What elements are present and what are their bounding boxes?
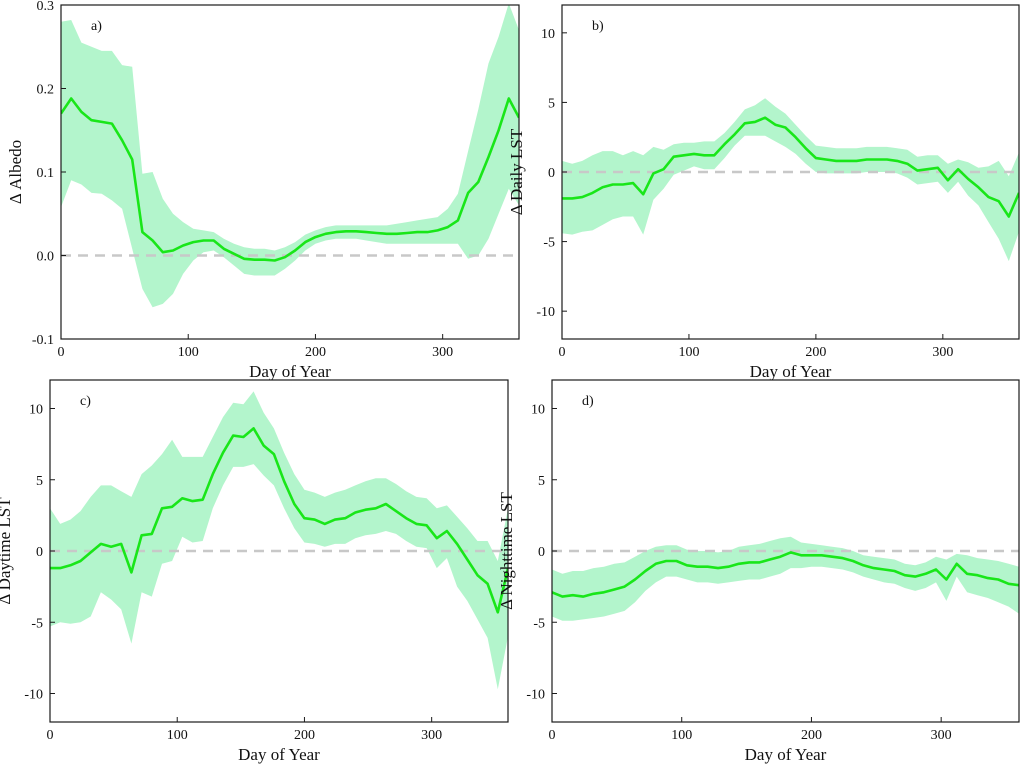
y-tick-label: 0 [36,545,43,560]
y-tick-label: 0 [548,166,555,181]
y-tick-label: 0 [538,545,545,560]
x-axis-label: Day of Year [238,745,320,764]
x-tick-label: 0 [549,728,556,743]
y-tick-label: 0.2 [37,83,55,98]
x-tick-label: 0 [559,345,566,360]
x-tick-label: 100 [671,728,692,743]
y-axis-label: Δ Albedo [6,140,25,204]
x-tick-label: 200 [294,728,315,743]
panel-label: a) [91,19,102,34]
x-axis-label: Day of Year [249,362,331,381]
panel-d: 0 100 200 300 -10 -5 0 5 10 Day of Year Δ Nighttim… [497,379,1020,764]
y-tick-label: -5 [533,616,545,631]
x-tick-label: 300 [421,728,442,743]
x-tick-label: 200 [801,728,822,743]
plot-area [552,536,1019,621]
x-tick-label: 0 [47,728,54,743]
y-tick-label: -10 [24,688,43,703]
uncertainty-band [50,391,508,690]
x-tick-label: 100 [678,345,699,360]
mean-line [552,551,1019,598]
panel-label: c) [80,394,91,409]
x-tick-label: 300 [432,345,453,360]
y-tick-label: 10 [29,403,43,418]
plot-area [61,5,519,308]
y-tick-label: -10 [536,305,555,320]
x-tick-label: 100 [167,728,188,743]
uncertainty-band [61,5,519,308]
y-tick-label: 10 [531,403,545,418]
y-axis-label: Δ Daily LST [507,128,526,215]
mean-line [562,116,1019,218]
y-tick-label: 5 [538,474,545,489]
y-tick-label: 5 [548,96,555,111]
plot-area [50,391,508,690]
y-tick-label: 0.1 [37,166,55,181]
x-axis-label: Day of Year [750,362,832,381]
y-tick-label: -0.1 [32,333,54,348]
y-tick-label: 10 [541,27,555,42]
y-tick-label: 5 [36,474,43,489]
panel-b: 0 100 200 300 -10 -5 0 5 10 Day of Year Δ Daily LS… [507,4,1020,381]
y-tick-label: 0.3 [37,0,55,14]
plot-area [562,98,1019,262]
x-tick-label: 300 [932,345,953,360]
panel-a: 0 100 200 300 -0.1 0.0 0.1 0.2 0.3 Day of Year Δ A… [6,0,520,381]
x-axis-label: Day of Year [745,745,827,764]
x-tick-label: 100 [178,345,199,360]
x-tick-label: 300 [931,728,952,743]
y-tick-label: -10 [526,688,545,703]
x-tick-label: 200 [305,345,326,360]
uncertainty-band [552,536,1019,621]
x-tick-label: 200 [805,345,826,360]
y-tick-label: -5 [31,616,43,631]
panel-label: b) [592,19,604,34]
y-axis-label: Δ Daytime LST [0,497,14,605]
x-tick-label: 0 [58,345,65,360]
panel-c: 0 100 200 300 -10 -5 0 5 10 Day of Year Δ Daytime … [0,379,509,764]
panel-label: d) [582,394,594,409]
mean-line [61,97,519,262]
y-axis-label: Δ Nighttime LST [497,492,516,610]
y-tick-label: 0.0 [37,250,55,265]
y-tick-label: -5 [543,236,555,251]
mean-line [50,427,508,614]
